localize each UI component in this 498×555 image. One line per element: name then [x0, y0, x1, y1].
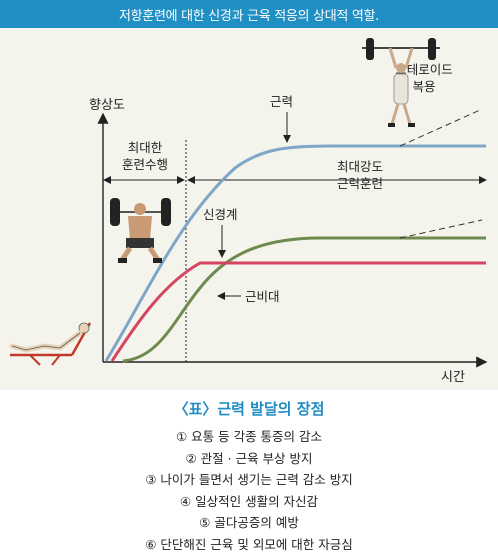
adaptation-chart: 향상도 시간 최대한 훈련수행 최대강도 근력훈련 근력 신경계 근비대 스테로…: [0, 28, 498, 390]
phase2-label-line2: 근력훈련: [337, 176, 383, 191]
benefit-item: ⑤ 골다공증의 예방: [0, 512, 498, 534]
title-bar: 저항훈련에 대한 신경과 근육 적응의 상대적 역할.: [0, 0, 498, 28]
chart-svg: 향상도 시간 최대한 훈련수행 최대강도 근력훈련 근력 신경계 근비대 스테로…: [0, 28, 498, 390]
strength-steroid-dashed-line: [400, 110, 480, 146]
squatter-illustration: [110, 198, 171, 263]
strength-series-label: 근력: [270, 94, 293, 109]
benefit-item: ⑥ 단단해진 근육 및 외모에 대한 자긍심: [0, 534, 498, 555]
phase1-label-line2: 훈련수행: [122, 157, 168, 172]
benefit-item: ① 요통 등 각종 통증의 감소: [0, 426, 498, 448]
benefit-item: ④ 일상적인 생활의 자신감: [0, 491, 498, 513]
benefit-item: ② 관절 · 근육 부상 방지: [0, 448, 498, 470]
phase2-label-line1: 최대강도: [337, 159, 383, 174]
benefit-item: ③ 나이가 들면서 생기는 근력 감소 방지: [0, 469, 498, 491]
phase1-label-line1: 최대한: [128, 140, 163, 155]
hypertrophy-line: [123, 238, 486, 361]
hypertrophy-steroid-dashed-line: [400, 220, 482, 238]
page-title: 저항훈련에 대한 신경과 근육 적응의 상대적 역할.: [119, 5, 379, 24]
benefits-list: ① 요통 등 각종 통증의 감소 ② 관절 · 근육 부상 방지 ③ 나이가 들…: [0, 426, 498, 555]
x-axis-label: 시간: [441, 370, 465, 385]
reclining-person-illustration: [10, 323, 90, 365]
strength-line: [106, 146, 486, 361]
caption-title: 〈표〉근력 발달의 장점: [0, 398, 498, 420]
neural-line: [112, 263, 486, 361]
y-axis-label: 향상도: [89, 98, 125, 113]
steroid-annotation-line2: 복용: [412, 79, 435, 94]
hypertrophy-series-label: 근비대: [245, 289, 280, 304]
benefits-caption: 〈표〉근력 발달의 장점 ① 요통 등 각종 통증의 감소 ② 관절 · 근육 …: [0, 392, 498, 555]
neural-series-label: 신경계: [203, 207, 238, 222]
